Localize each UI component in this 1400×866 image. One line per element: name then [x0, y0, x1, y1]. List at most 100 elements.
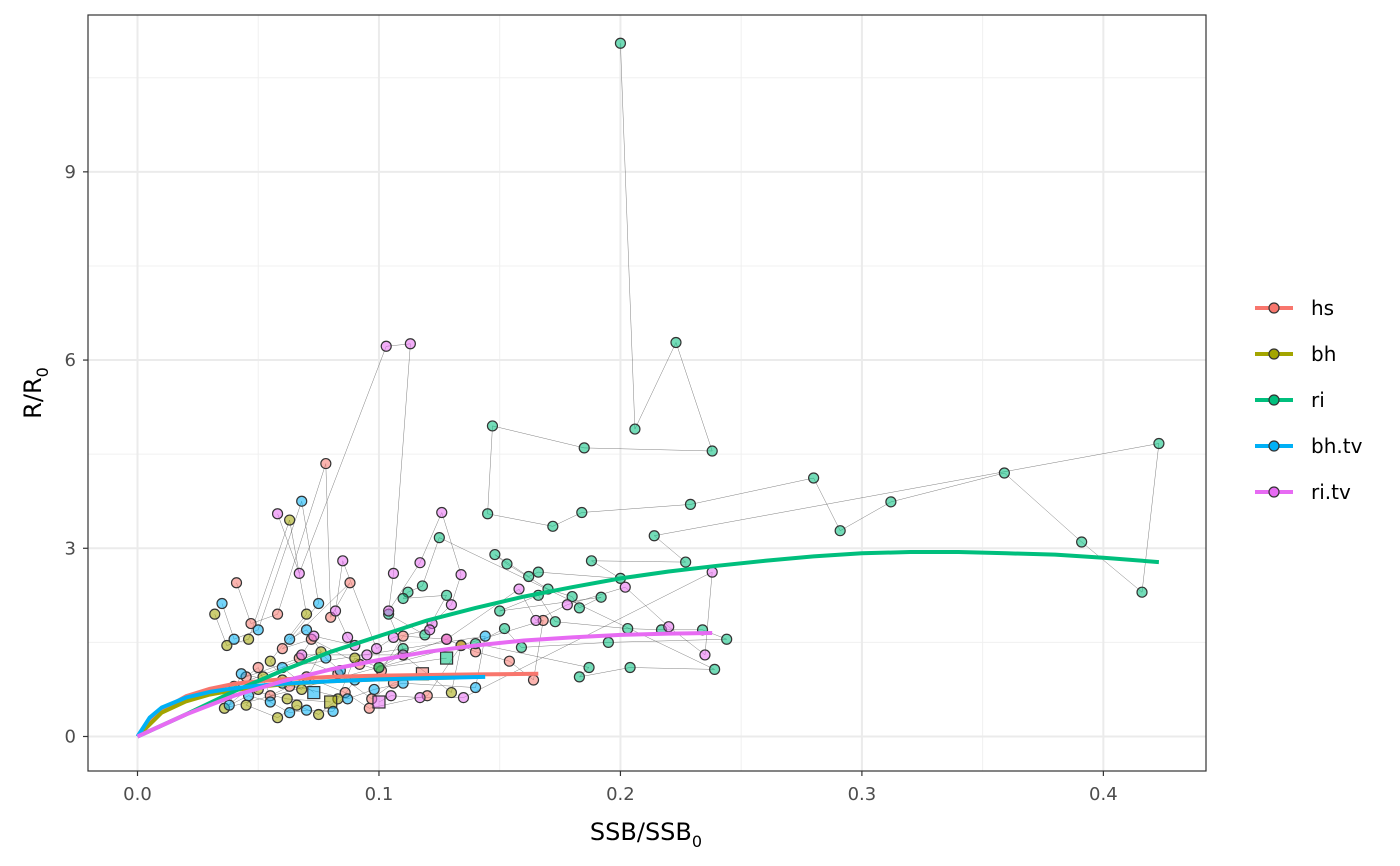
curve-bh-tv — [135, 674, 486, 738]
point-bh — [313, 708, 325, 721]
point-ri-tv — [337, 555, 349, 567]
point-ri-tv — [383, 605, 395, 617]
point-ri — [602, 636, 614, 648]
point-ri-tv — [329, 605, 342, 617]
point-bh-tv — [300, 704, 313, 716]
point-ri — [998, 467, 1010, 479]
point-bh-tv — [341, 693, 354, 705]
legend-key-point — [1268, 486, 1280, 498]
point-ri-tv — [424, 624, 436, 636]
point-bh — [445, 686, 458, 699]
point-bh — [271, 712, 284, 724]
point-ri-tv — [455, 569, 467, 581]
point-ri — [489, 548, 501, 561]
point-ri-tv — [380, 340, 392, 352]
point-ri — [532, 566, 544, 578]
legend-label: ri.tv — [1311, 480, 1351, 504]
point-hs — [245, 617, 257, 630]
x-tick-label: 0.0 — [123, 784, 152, 805]
point-ri — [834, 525, 846, 537]
point-ri — [373, 661, 385, 674]
point-ri — [670, 336, 682, 349]
legend-key-point — [1268, 394, 1280, 406]
point-bh-tv — [479, 630, 491, 642]
point-bh — [240, 699, 252, 711]
point-ri — [578, 442, 590, 454]
point-ri — [680, 556, 692, 568]
point-ri — [614, 37, 627, 49]
point-hs — [527, 674, 540, 686]
x-tick-label: 0.2 — [606, 784, 635, 805]
trajectory-hs — [236, 463, 544, 709]
point-ri-tv — [440, 633, 453, 645]
point-ri — [397, 592, 409, 605]
point-hs — [271, 608, 284, 620]
point-ri — [885, 496, 897, 508]
point-ri — [1136, 586, 1148, 598]
point-ri-tv-last — [372, 695, 386, 709]
grid-minor — [88, 15, 1206, 771]
point-ri-tv — [293, 567, 305, 579]
point-bh-tv — [327, 705, 339, 717]
point-ri-tv — [385, 690, 397, 702]
point-ri-tv — [561, 599, 573, 611]
point-ri — [721, 633, 733, 645]
point-ri-tv — [445, 599, 458, 611]
point-ri — [576, 506, 588, 519]
point-hs — [397, 630, 409, 642]
point-ri — [482, 508, 494, 520]
point-ri-tv — [361, 649, 373, 661]
point-bh-tv — [264, 696, 276, 708]
point-hs — [344, 577, 356, 589]
fitted-curves — [135, 550, 1160, 739]
point-bh-tv — [368, 683, 380, 696]
legend-label: hs — [1311, 296, 1334, 320]
point-bh-tv-last — [307, 685, 321, 700]
point-ri — [709, 663, 721, 675]
x-axis-title: SSB/SSB0 — [590, 818, 702, 851]
point-ri-tv — [387, 567, 400, 579]
point-bh-tv — [284, 633, 296, 645]
point-ri — [440, 589, 453, 601]
legend-key-point — [1268, 440, 1280, 452]
point-bh — [221, 639, 233, 652]
point-hs — [320, 457, 332, 470]
panel-border — [87, 14, 1207, 772]
point-bh-tv — [469, 681, 482, 694]
x-axis: 0.0 0.1 0.2 0.3 0.4 — [123, 771, 1118, 805]
legend-label: ri — [1311, 388, 1325, 412]
point-ri — [573, 671, 585, 683]
point-bh — [281, 693, 293, 705]
y-tick-label: 6 — [65, 350, 76, 371]
x-tick-label: 0.1 — [365, 784, 394, 805]
point-ri-tv — [414, 557, 426, 569]
legend-key-point — [1268, 302, 1280, 314]
point-ri — [648, 530, 660, 542]
point-bh-tv — [296, 495, 308, 507]
point-hs — [276, 643, 288, 655]
y-tick-label: 3 — [65, 538, 76, 559]
point-bh — [209, 608, 221, 620]
point-ri-tv — [436, 506, 448, 519]
point-ri-tv — [699, 649, 711, 661]
point-ri — [622, 622, 634, 635]
point-ri — [573, 602, 585, 614]
point-ri — [808, 472, 820, 484]
point-ri — [549, 616, 561, 628]
point-ri — [1076, 536, 1088, 548]
point-bh-tv — [228, 633, 240, 645]
point-bh-tv — [223, 699, 235, 711]
point-bh-tv — [216, 597, 228, 610]
point-ri — [515, 641, 528, 654]
point-ri — [547, 520, 559, 532]
legend-label: bh — [1311, 342, 1336, 366]
point-bh — [264, 655, 276, 667]
point-ri — [566, 590, 578, 603]
point-bh — [242, 633, 255, 645]
point-ri-tv — [341, 631, 354, 643]
legend-item-ri: ri — [1255, 388, 1325, 412]
point-ri-tv — [308, 630, 320, 642]
point-ri-tv — [663, 621, 675, 633]
